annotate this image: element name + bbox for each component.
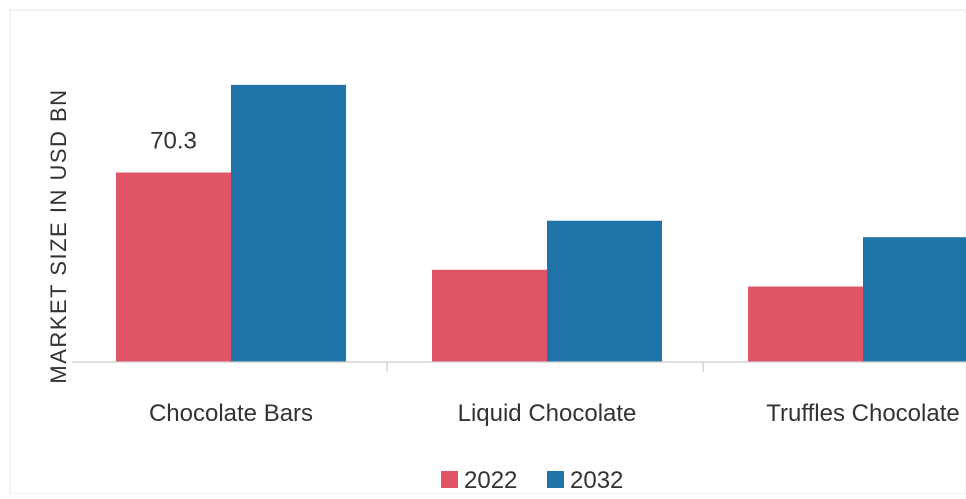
bar-chocolate-bars-2022 [116, 172, 231, 362]
x-axis-ticks [386, 362, 704, 372]
bars-layer [116, 84, 966, 362]
legend-label-2032: 2032 [570, 467, 623, 494]
x-axis-labels: Chocolate Bars Liquid Chocolate Truffles C… [149, 400, 960, 427]
x-tick-label-liquid-chocolate: Liquid Chocolate [458, 400, 637, 427]
legend-label-2022: 2022 [464, 467, 517, 494]
bar-liquid-chocolate-2032 [547, 220, 662, 362]
bar-truffles-chocolate-2032 [863, 237, 966, 362]
bar-chocolate-bars-2032 [231, 84, 346, 362]
data-label-chocolate-bars-2022: 70.3 [150, 127, 197, 154]
bar-truffles-chocolate-2022 [748, 286, 863, 362]
data-labels: 70.3 [150, 127, 197, 154]
legend-swatch-2032 [547, 471, 564, 488]
bar-liquid-chocolate-2022 [432, 269, 547, 362]
legend: 2022 2032 [441, 467, 623, 494]
legend-swatch-2022 [441, 471, 458, 488]
x-tick-label-chocolate-bars: Chocolate Bars [149, 400, 313, 427]
legend-item-2022: 2022 [441, 467, 517, 494]
x-tick-label-truffles-chocolate: Truffles Chocolate [766, 400, 959, 427]
y-axis-label: MARKET SIZE IN USD BN [46, 88, 71, 383]
legend-item-2032: 2032 [547, 467, 623, 494]
